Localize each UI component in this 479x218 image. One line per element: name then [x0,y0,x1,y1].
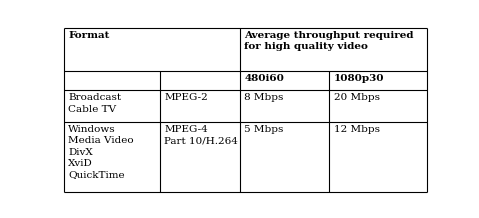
Text: 1080p30: 1080p30 [333,75,384,83]
Text: 480i60: 480i60 [244,75,285,83]
Text: 12 Mbps: 12 Mbps [333,125,380,134]
Text: Windows
Media Video
DivX
XviD
QuickTime: Windows Media Video DivX XviD QuickTime [68,125,134,179]
Text: MPEG-2: MPEG-2 [164,93,208,102]
Text: Broadcast
Cable TV: Broadcast Cable TV [68,93,121,114]
Text: 20 Mbps: 20 Mbps [333,93,380,102]
Text: Format: Format [68,31,109,40]
Text: 8 Mbps: 8 Mbps [244,93,284,102]
Text: 5 Mbps: 5 Mbps [244,125,284,134]
Text: MPEG-4
Part 10/H.264: MPEG-4 Part 10/H.264 [164,125,239,145]
Text: Average throughput required
for high quality video: Average throughput required for high qua… [244,31,414,51]
